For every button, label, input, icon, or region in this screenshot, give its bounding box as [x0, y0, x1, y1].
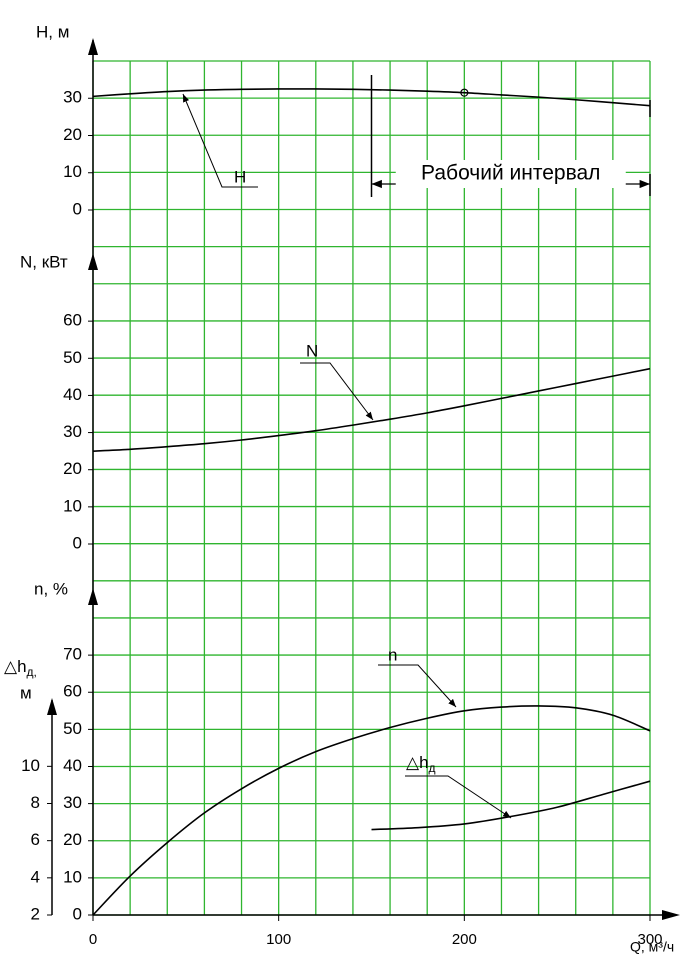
- curve-label: △hд: [406, 753, 436, 775]
- operating-point: [460, 88, 469, 97]
- x-tick-label: 100: [266, 931, 291, 948]
- y-tick-label: 10: [63, 496, 82, 515]
- x-tick-label: 300: [637, 931, 662, 948]
- leader-line: [300, 362, 374, 421]
- y-tick-label: 8: [31, 793, 40, 812]
- curve-label-sub: д: [429, 761, 436, 775]
- y-tick-label: 40: [63, 756, 82, 775]
- curve-label: n: [388, 645, 397, 664]
- y-tick-label: 50: [63, 348, 82, 367]
- y-axis-title: n, %: [34, 579, 68, 598]
- x-axis-title: Q, м³/ч: [630, 939, 674, 955]
- y-axis-unit: м: [20, 683, 32, 702]
- axis-arrow: [47, 698, 57, 715]
- y-tick-label: 20: [63, 459, 82, 478]
- y-tick-label: 0: [73, 533, 82, 552]
- curve: [92, 705, 651, 916]
- range-label-bg: [395, 160, 626, 188]
- y-tick-label: 50: [63, 719, 82, 738]
- x-tick-label: 0: [89, 931, 97, 948]
- y-tick-label: 2: [31, 904, 40, 923]
- y-tick-label: 30: [63, 422, 82, 441]
- y-tick-label: 4: [31, 867, 40, 886]
- y-tick-label: 10: [21, 756, 40, 775]
- curve: [371, 780, 651, 831]
- y-tick-label: 60: [63, 311, 82, 330]
- y-axis-title-sub: д,: [27, 665, 37, 679]
- y-tick-label: 30: [63, 88, 82, 107]
- curve-label: N: [306, 341, 318, 360]
- leader-line: [378, 664, 457, 708]
- y-tick-label: 10: [63, 867, 82, 886]
- y-axis-title-main: △h: [4, 657, 27, 676]
- y-tick-label: 40: [63, 385, 82, 404]
- leader-line: [182, 93, 258, 188]
- curve-label-main: △h: [406, 753, 429, 772]
- y-tick-label: 30: [63, 793, 82, 812]
- y-tick-label: 0: [73, 904, 82, 923]
- y-tick-label: 60: [63, 682, 82, 701]
- range-label: Рабочий интервал: [421, 162, 600, 185]
- y-tick-label: 10: [63, 162, 82, 181]
- y-tick-label: 70: [63, 645, 82, 664]
- y-tick-label: 0: [73, 199, 82, 218]
- y-axis-title: N, кВт: [20, 252, 68, 271]
- leader-line: [405, 775, 512, 819]
- y-tick-label: 20: [63, 125, 82, 144]
- curve: [92, 367, 651, 452]
- curve-label: H: [234, 167, 246, 186]
- y-axis-title: H, м: [36, 22, 69, 41]
- grid: [92, 60, 651, 916]
- y-tick-label: 6: [31, 830, 40, 849]
- x-tick-label: 200: [452, 931, 477, 948]
- y-tick-label: 20: [63, 830, 82, 849]
- axis-arrow: [662, 910, 680, 920]
- y-axis-title: △hд,: [4, 657, 37, 679]
